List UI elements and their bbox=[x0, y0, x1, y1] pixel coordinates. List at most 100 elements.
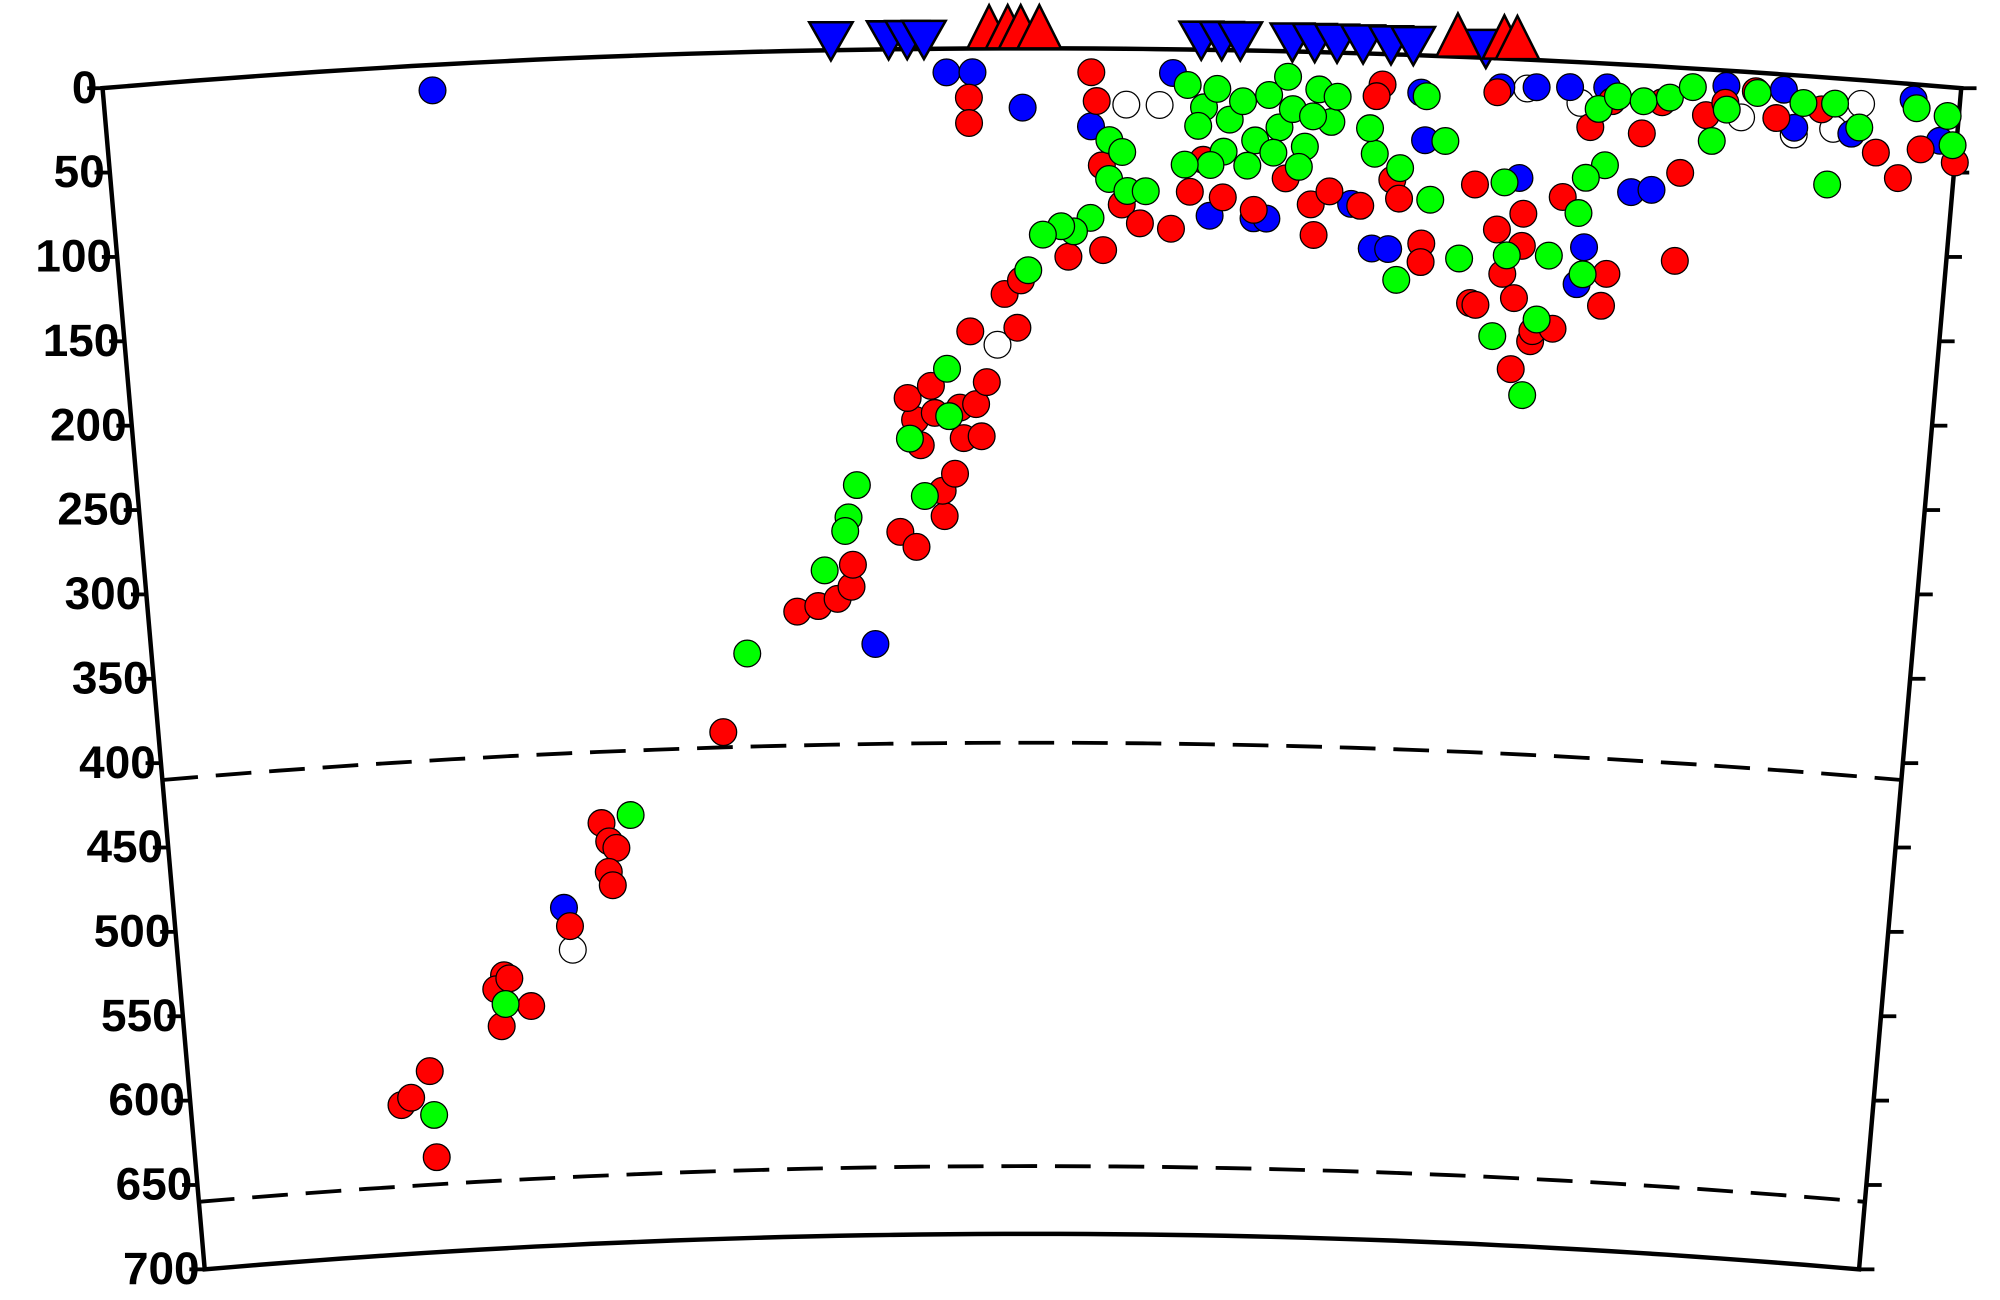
event-point bbox=[1131, 177, 1160, 206]
event-point bbox=[1906, 135, 1935, 164]
event-point bbox=[1431, 126, 1460, 155]
event-point bbox=[1028, 220, 1057, 249]
event-point bbox=[1299, 102, 1328, 131]
event-point bbox=[1861, 138, 1890, 167]
event-point bbox=[1478, 322, 1507, 351]
event-point bbox=[1586, 291, 1616, 320]
event-point bbox=[1508, 381, 1537, 410]
station-marker bbox=[807, 20, 855, 63]
y-tick-label: 150 bbox=[43, 314, 120, 366]
event-point bbox=[902, 532, 931, 561]
event-point bbox=[1416, 185, 1445, 214]
event-point bbox=[1054, 242, 1083, 271]
volcano-marker bbox=[1434, 10, 1482, 58]
event-point bbox=[1697, 126, 1726, 155]
event-point bbox=[1077, 58, 1106, 87]
event-point bbox=[1534, 241, 1563, 270]
y-tick-label: 0 bbox=[72, 61, 98, 113]
event-point bbox=[967, 422, 996, 451]
event-point bbox=[838, 550, 867, 579]
event-point bbox=[1482, 215, 1511, 244]
event-point bbox=[1008, 93, 1037, 122]
event-point bbox=[1637, 175, 1666, 204]
event-point bbox=[932, 58, 961, 87]
event-point bbox=[1627, 119, 1656, 148]
event-point bbox=[1564, 199, 1593, 228]
event-point bbox=[1360, 139, 1389, 168]
event-point bbox=[861, 629, 890, 658]
volcano-marker bbox=[1493, 13, 1542, 61]
y-tick-label: 700 bbox=[123, 1242, 200, 1294]
event-point bbox=[1108, 138, 1137, 167]
event-point bbox=[1385, 184, 1414, 213]
y-tick-label: 500 bbox=[94, 905, 171, 957]
event-point bbox=[1460, 170, 1490, 199]
y-tick-label: 450 bbox=[86, 820, 163, 872]
y-tick-label: 200 bbox=[50, 398, 127, 450]
event-point bbox=[1299, 220, 1328, 249]
event-point bbox=[1003, 313, 1032, 342]
event-point bbox=[1883, 164, 1912, 193]
event-point bbox=[415, 1057, 444, 1086]
event-point bbox=[1789, 88, 1818, 117]
event-point bbox=[1323, 82, 1352, 111]
event-point bbox=[1125, 209, 1154, 238]
event-point bbox=[1170, 150, 1199, 179]
event-point bbox=[1813, 170, 1842, 199]
event-point bbox=[1346, 191, 1375, 220]
y-tick-label: 100 bbox=[35, 230, 112, 282]
event-point bbox=[1509, 199, 1538, 228]
event-point bbox=[1666, 158, 1695, 187]
event-point bbox=[1184, 111, 1213, 140]
event-point bbox=[1112, 90, 1141, 119]
event-point bbox=[495, 964, 524, 993]
event-point bbox=[1175, 177, 1204, 206]
event-point bbox=[956, 317, 985, 346]
y-tick-label: 550 bbox=[101, 989, 178, 1041]
y-tick-label: 600 bbox=[108, 1073, 185, 1125]
event-point bbox=[1568, 260, 1597, 289]
event-point bbox=[709, 718, 738, 747]
event-point bbox=[810, 556, 839, 585]
event-point bbox=[1522, 305, 1551, 334]
event-point bbox=[422, 1143, 451, 1172]
event-point bbox=[1386, 154, 1415, 183]
event-point bbox=[1208, 183, 1237, 212]
event-point bbox=[1356, 114, 1385, 143]
event-point bbox=[955, 109, 984, 138]
y-tick-label: 400 bbox=[79, 736, 156, 788]
event-point bbox=[397, 1083, 426, 1112]
event-point bbox=[1382, 265, 1411, 294]
event-point bbox=[1847, 89, 1876, 118]
event-point bbox=[1406, 248, 1435, 277]
event-point bbox=[555, 912, 585, 941]
event-point bbox=[558, 935, 587, 964]
event-point bbox=[1239, 195, 1268, 224]
event-point bbox=[1196, 150, 1225, 179]
y-tick-label: 650 bbox=[116, 1158, 193, 1210]
event-point bbox=[1284, 152, 1313, 181]
event-point bbox=[1490, 168, 1519, 197]
event-point bbox=[1933, 101, 1962, 130]
event-point bbox=[1362, 82, 1391, 111]
event-point bbox=[1655, 83, 1684, 112]
event-point bbox=[1821, 89, 1850, 118]
event-point bbox=[1445, 244, 1474, 273]
event-point bbox=[1315, 177, 1344, 206]
station-marker bbox=[1216, 21, 1265, 64]
event-point bbox=[420, 1100, 449, 1129]
event-point bbox=[1592, 259, 1621, 288]
event-point bbox=[895, 424, 924, 453]
event-point bbox=[616, 801, 645, 830]
event-point bbox=[1173, 71, 1202, 100]
event-point bbox=[1712, 95, 1741, 124]
event-point bbox=[1461, 290, 1490, 319]
event-point bbox=[1570, 233, 1599, 262]
event-point bbox=[1603, 82, 1632, 111]
y-tick-label: 350 bbox=[72, 651, 149, 703]
event-point bbox=[972, 368, 1001, 397]
section-frame bbox=[100, 46, 1964, 1272]
event-point bbox=[1762, 104, 1791, 133]
event-point bbox=[1412, 82, 1441, 111]
event-point bbox=[1902, 94, 1931, 123]
